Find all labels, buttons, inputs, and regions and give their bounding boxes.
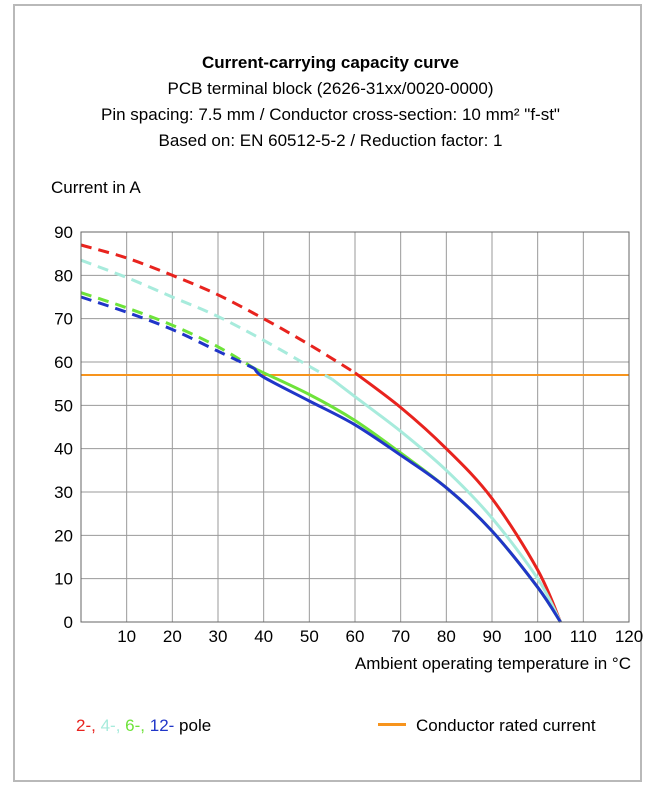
chart-grid: [81, 231, 630, 623]
series-6-pole-solid: [253, 367, 562, 623]
y-tick-label: 10: [54, 570, 73, 589]
x-tick-label: 40: [254, 627, 273, 646]
x-tick-label: 60: [346, 627, 365, 646]
x-tick-label: 90: [483, 627, 502, 646]
legend-pole-item: ,: [140, 716, 150, 735]
series-12-pole-dashed: [80, 295, 256, 370]
y-axis-label: Current in A: [51, 178, 141, 197]
y-tick-label: 50: [54, 396, 73, 415]
y-tick-label: 90: [54, 223, 73, 242]
series-4-pole-solid: [331, 378, 562, 623]
legend-rated-label: Conductor rated current: [416, 716, 596, 735]
chart-series: [80, 243, 562, 623]
y-tick-label: 20: [54, 526, 73, 545]
x-tick-label: 80: [437, 627, 456, 646]
plot-border: [80, 231, 630, 623]
legend-pole-item: ,: [91, 716, 101, 735]
y-tick-label: 40: [54, 440, 73, 459]
y-tick-label: 60: [54, 353, 73, 372]
series-12-pole-solid: [253, 367, 562, 623]
legend-rated-swatch: [378, 723, 406, 727]
chart-plot: 0 10 20 30 40 50 60 70 80 90 10 20 30 40 50 60 70 80 90 100…: [54, 223, 643, 646]
chart-tick-labels: 0 10 20 30 40 50 60 70 80 90 10 20 30 40 50 60 70 80 90 100…: [54, 223, 643, 646]
x-tick-label: 100: [523, 627, 551, 646]
series-2-pole-dashed: [80, 243, 356, 375]
x-tick-label: 70: [391, 627, 410, 646]
legend-pole-item: 4-: [100, 716, 116, 735]
series-2-pole-solid: [354, 371, 562, 623]
legend-pole-item: 12-: [149, 716, 175, 735]
legend-rated-current: Conductor rated current: [378, 716, 596, 736]
x-tick-label: 30: [209, 627, 228, 646]
y-tick-label: 70: [54, 310, 73, 329]
x-tick-label: 120: [615, 627, 643, 646]
legend-pole-item: pole: [174, 716, 212, 735]
chart-title: Current-carrying capacity curve: [202, 53, 459, 72]
legend-pole-item: 2-: [76, 716, 92, 735]
x-tick-label: 110: [570, 627, 597, 646]
x-tick-label: 20: [163, 627, 182, 646]
y-tick-label: 30: [54, 483, 73, 502]
chart-subtitle: PCB terminal block (2626-31xx/0020-0000): [167, 79, 494, 98]
y-tick-label: 0: [64, 613, 73, 632]
chart-spec-line: Pin spacing: 7.5 mm / Conductor cross-se…: [101, 105, 560, 124]
x-tick-label: 10: [117, 627, 136, 646]
legend-poles: 2-, 4-, 6-, 12- pole: [76, 716, 211, 736]
chart-basis-line: Based on: EN 60512-5-2 / Reduction facto…: [158, 131, 503, 150]
x-axis-label: Ambient operating temperature in °C: [354, 654, 631, 673]
legend-pole-item: ,: [115, 716, 126, 735]
y-tick-label: 80: [54, 266, 73, 285]
series-6-pole-dashed: [80, 291, 256, 370]
x-tick-label: 50: [300, 627, 319, 646]
series-4-pole-dashed: [80, 258, 333, 381]
legend-pole-item: 6-: [125, 716, 141, 735]
